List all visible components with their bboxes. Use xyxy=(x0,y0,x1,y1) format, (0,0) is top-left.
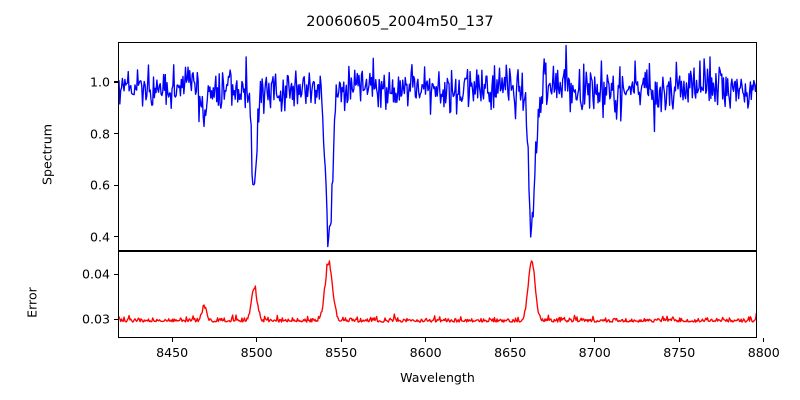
xtick-label-8450: 8450 xyxy=(156,345,189,360)
error-plot-axes xyxy=(118,251,757,338)
spectrum-ytick-label-0.6: 0.6 xyxy=(89,177,110,193)
xtick-label-8750: 8750 xyxy=(663,345,696,360)
spectrum-trace xyxy=(119,44,756,248)
spectrum-ytick-label-0.8: 0.8 xyxy=(89,126,110,142)
xtick-label-8800: 8800 xyxy=(747,345,780,360)
xtick-8600 xyxy=(425,338,427,342)
spectrum-axis-label: Spectrum xyxy=(39,123,55,185)
spectrum-ytick-0.4 xyxy=(114,236,118,238)
xtick-8700 xyxy=(594,338,596,342)
error-trace xyxy=(119,260,756,323)
xtick-8550 xyxy=(340,338,342,342)
page-title: 20060605_2004m50_137 xyxy=(306,14,494,30)
spectrum-ytick-label-0.4: 0.4 xyxy=(89,229,110,245)
error-ytick-0.04 xyxy=(114,273,118,275)
spectrum-ytick-1.0 xyxy=(114,81,118,83)
error-ytick-label-0.03: 0.03 xyxy=(81,311,110,327)
xtick-8500 xyxy=(256,338,258,342)
xtick-8800 xyxy=(763,338,765,342)
wavelength-axis-label: Wavelength xyxy=(400,370,475,385)
xtick-label-8500: 8500 xyxy=(240,345,273,360)
spectrum-ytick-0.6 xyxy=(114,184,118,186)
spectrum-ytick-label-1.0: 1.0 xyxy=(89,74,110,90)
error-ytick-label-0.04: 0.04 xyxy=(81,266,110,282)
spectrum-ytick-0.8 xyxy=(114,133,118,135)
xtick-label-8700: 8700 xyxy=(578,345,611,360)
error-axis-label: Error xyxy=(24,286,40,318)
xtick-8450 xyxy=(171,338,173,342)
xtick-label-8650: 8650 xyxy=(494,345,527,360)
xtick-label-8550: 8550 xyxy=(325,345,358,360)
xtick-8750 xyxy=(678,338,680,342)
xtick-8650 xyxy=(509,338,511,342)
spectrum-plot-axes xyxy=(118,42,757,251)
error-ytick-0.03 xyxy=(114,318,118,320)
xtick-label-8600: 8600 xyxy=(409,345,442,360)
